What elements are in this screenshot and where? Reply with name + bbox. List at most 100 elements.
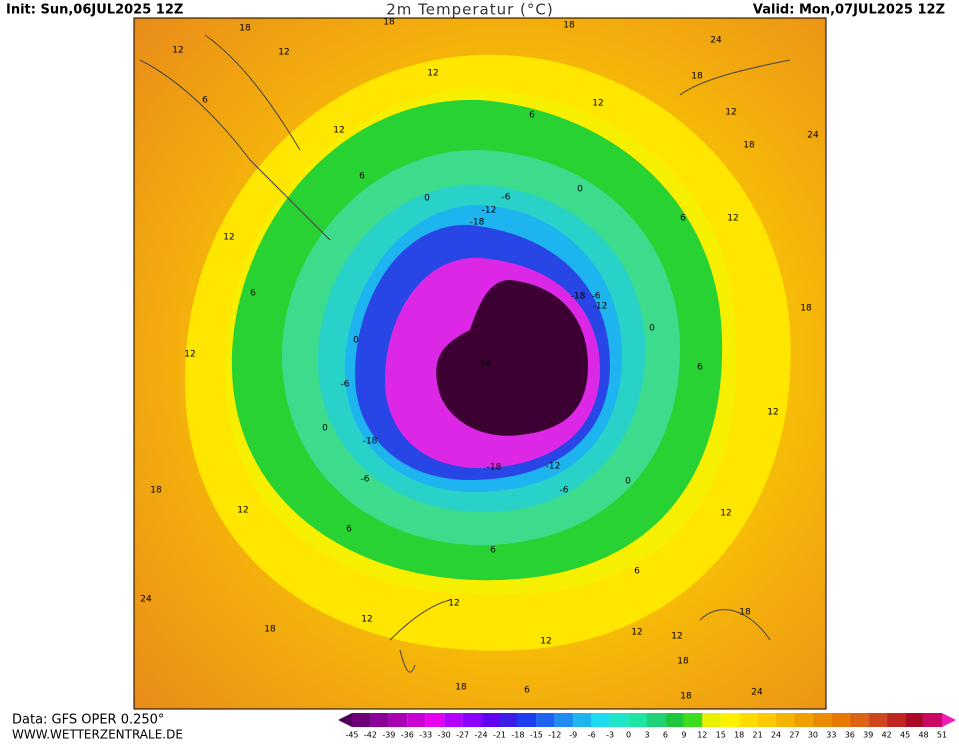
contour-label: 12 (727, 214, 738, 224)
colorbar-swatch (647, 713, 666, 727)
colorbar-label: -30 (438, 731, 451, 740)
colorbar-swatch (794, 713, 813, 727)
colorbar-label: -24 (475, 731, 488, 740)
colorbar-swatch (407, 713, 426, 727)
colorbar-label: 3 (644, 731, 649, 740)
contour-label: 18 (264, 625, 276, 635)
contour-label: 24 (751, 688, 763, 698)
colorbar-swatch (462, 713, 482, 727)
colorbar-label: 6 (663, 731, 668, 740)
colorbar-label: 21 (753, 731, 763, 740)
contour-label: 12 (592, 99, 603, 109)
colorbar-label: 42 (882, 731, 892, 740)
contour-label: 6 (680, 214, 686, 224)
contour-label: 12 (361, 615, 372, 625)
colorbar-swatch (352, 713, 371, 727)
colorbar-label: -3 (606, 731, 614, 740)
colorbar-label: -33 (419, 731, 432, 740)
contour-label: -18 (571, 292, 586, 302)
contour-label: 12 (720, 509, 731, 519)
colorbar-label: -42 (364, 731, 377, 740)
colorbar-label: 39 (863, 731, 873, 740)
contour-label: 6 (250, 289, 256, 299)
contour-label: 0 (649, 324, 655, 334)
contour-label: 6 (202, 96, 208, 106)
contour-label: -6 (361, 475, 370, 485)
contour-label: 12 (223, 233, 234, 243)
contour-label: 6 (524, 686, 530, 696)
contour-label: -6 (502, 193, 511, 203)
colorbar-label: 36 (845, 731, 855, 740)
colorbar-swatch (573, 713, 592, 727)
colorbar-swatch (536, 713, 555, 727)
colorbar-label: -6 (588, 731, 596, 740)
contour-label: -12 (482, 206, 497, 216)
colorbar-swatch (425, 713, 445, 727)
contour-label: 18 (680, 692, 692, 702)
contour-label: 12 (725, 108, 736, 118)
colorbar-swatch (868, 713, 887, 727)
colorbar-label: 9 (681, 731, 686, 740)
colorbar-swatch (370, 713, 389, 727)
colorbar-label: 33 (826, 731, 836, 740)
contour-label: 18 (743, 141, 755, 151)
valid-time: Valid: Mon,07JUL2025 12Z (753, 3, 945, 18)
colorbar-label: 30 (808, 731, 818, 740)
contour-label: -18 (470, 218, 485, 228)
colorbar-swatch (831, 713, 850, 727)
colorbar-swatch (665, 713, 684, 727)
contour-label: 6 (697, 363, 703, 373)
contour-label: 18 (563, 21, 575, 31)
colorbar-label: -18 (511, 731, 524, 740)
contour-label: 18 (239, 24, 251, 34)
contour-label: 18 (383, 18, 395, 28)
contour-label: 6 (359, 172, 365, 182)
temperature-field (134, 18, 826, 709)
contour-label: 12 (184, 350, 195, 360)
contour-label: 12 (427, 69, 438, 79)
colorbar-label: 51 (937, 731, 947, 740)
contour-label: 18 (800, 304, 812, 314)
colorbar-label: 27 (789, 731, 799, 740)
contour-label: -12 (546, 462, 561, 472)
contour-label: -6 (592, 292, 601, 302)
contour-label: 12 (631, 628, 642, 638)
colorbar-swatch (923, 713, 942, 727)
init-time: Init: Sun,06JUL2025 12Z (6, 3, 183, 18)
colorbar-swatch (702, 713, 721, 727)
contour-label: 18 (691, 72, 703, 82)
colorbar-swatch (517, 713, 537, 727)
contour-label: 12 (540, 637, 551, 647)
colorbar-label: -21 (493, 731, 506, 740)
contour-label: -18 (363, 437, 378, 447)
data-source: Data: GFS OPER 0.250° (12, 713, 164, 728)
colorbar-swatch (739, 713, 758, 727)
contour-label: 12 (278, 48, 289, 58)
colorbar-label: 15 (716, 731, 726, 740)
colorbar-swatch (683, 713, 703, 727)
colorbar-swatch (720, 713, 740, 727)
colorbar-label: -39 (382, 731, 395, 740)
map-title: 2m Temperatur (°C) (386, 1, 554, 19)
contour-label: 6 (346, 525, 352, 535)
colorbar-swatch (610, 713, 629, 727)
colorbar-label: 18 (734, 731, 744, 740)
colorbar-label: 48 (918, 731, 928, 740)
contour-label: -54 (477, 360, 492, 370)
contour-label: -18 (487, 463, 502, 473)
colorbar-label: 0 (626, 731, 631, 740)
contour-label: 12 (237, 506, 248, 516)
colorbar-swatch (905, 713, 924, 727)
colorbar-swatch (849, 713, 869, 727)
contour-label: 18 (739, 608, 751, 618)
contour-label: 12 (448, 599, 459, 609)
colorbar-label: -9 (569, 731, 577, 740)
contour-label: 0 (322, 424, 328, 434)
colorbar-label: -36 (401, 731, 414, 740)
colorbar-label: 45 (900, 731, 910, 740)
colorbar-label: 24 (771, 731, 781, 740)
coastline (139, 34, 331, 241)
colorbar-swatch (444, 713, 463, 727)
contour-label: -6 (560, 486, 569, 496)
contour-label: 24 (807, 131, 819, 141)
